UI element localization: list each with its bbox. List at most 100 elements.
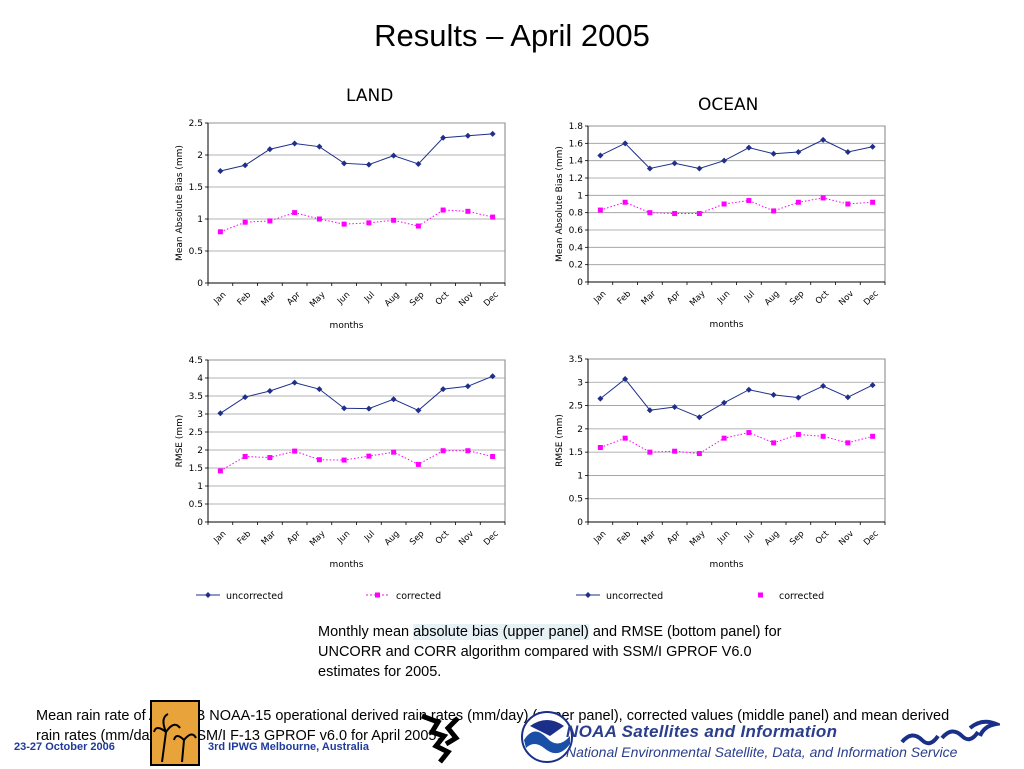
series-line-corrected xyxy=(600,432,873,455)
x-tick-label: Apr xyxy=(665,529,683,547)
x-tick-label: Nov xyxy=(837,289,856,308)
x-tick-label: Oct xyxy=(814,289,832,307)
data-point-uncorrected xyxy=(217,168,224,174)
x-tick-label: Jun xyxy=(715,289,732,306)
data-point-corrected xyxy=(242,453,248,459)
x-tick-label: May xyxy=(688,529,708,549)
data-point-uncorrected xyxy=(365,161,372,168)
data-point-corrected xyxy=(870,433,876,439)
legend-uncorrected-marker xyxy=(585,592,591,598)
data-point-corrected xyxy=(771,440,777,446)
y-tick-label: 3 xyxy=(197,410,203,420)
footer-event: 3rd IPWG Melbourne, Australia xyxy=(208,741,369,753)
data-point-uncorrected xyxy=(770,391,777,398)
data-point-corrected xyxy=(366,220,372,226)
x-tick-label: Nov xyxy=(457,529,476,548)
y-tick-label: 2.5 xyxy=(569,402,583,412)
caption-part2: and RMSE (bottom panel) for UNCORR and C… xyxy=(318,624,782,680)
data-point-uncorrected xyxy=(390,396,397,403)
x-tick-label: Apr xyxy=(665,289,683,307)
data-point-uncorrected xyxy=(795,149,802,155)
data-point-uncorrected xyxy=(464,132,471,139)
data-point-corrected xyxy=(696,211,702,217)
data-point-uncorrected xyxy=(597,395,604,402)
plot-area xyxy=(207,122,506,284)
y-tick-label: 0.4 xyxy=(569,243,584,253)
data-point-corrected xyxy=(795,431,801,437)
x-tick-label: Jan xyxy=(591,289,608,306)
y-tick-label: 1.8 xyxy=(569,122,584,132)
legend-uncorrected-label: uncorrected xyxy=(606,591,663,602)
data-point-uncorrected xyxy=(869,143,876,150)
data-point-uncorrected xyxy=(291,379,298,386)
y-tick-label: 4.5 xyxy=(189,356,203,366)
x-tick-label: Feb xyxy=(236,290,254,308)
y-tick-label: 2.5 xyxy=(189,428,203,438)
x-axis-label: months xyxy=(710,560,744,570)
y-tick-label: 1.5 xyxy=(569,448,583,458)
y-tick-label: 2 xyxy=(197,446,203,456)
data-point-corrected xyxy=(465,208,471,214)
data-point-corrected xyxy=(795,199,801,205)
data-point-uncorrected xyxy=(489,373,496,380)
x-tick-label: Feb xyxy=(616,529,634,547)
data-point-uncorrected xyxy=(770,150,777,157)
land-rmse-chart: 0 0.5 1 1.5 2 2.5 3 3.5 4 4.5 Jan Feb Mar Apr May Jun Ju… xyxy=(175,356,506,570)
legend-corrected-label: corrected xyxy=(779,591,824,602)
x-tick-label: Apr xyxy=(285,290,303,308)
y-tick-label: 0.5 xyxy=(189,247,203,257)
x-tick-label: Jan xyxy=(211,290,228,307)
data-point-corrected xyxy=(845,201,851,207)
land-bias-chart: 0 0.5 1 1.5 2 2.5 Jan Feb Mar Apr May Jun Jul Aug Sep O… xyxy=(175,119,506,331)
data-point-uncorrected xyxy=(341,160,348,167)
y-axis-label: Mean Absolute Bias (mm) xyxy=(175,145,185,261)
x-tick-label: May xyxy=(688,289,708,309)
series-line-corrected xyxy=(600,197,873,215)
x-axis-label: months xyxy=(330,321,364,331)
data-point-corrected xyxy=(217,229,223,235)
x-tick-label: Jan xyxy=(211,529,228,546)
x-tick-label: Jul xyxy=(362,290,377,305)
footer-date: 23-27 October 2006 xyxy=(14,741,115,753)
y-tick-label: 1.2 xyxy=(569,174,583,184)
data-point-uncorrected xyxy=(390,152,397,159)
y-axis-label: RMSE (mm) xyxy=(555,414,565,467)
x-tick-label: Jan xyxy=(591,529,608,546)
nesdis-title: NOAA Satellites and Information xyxy=(566,722,838,741)
y-tick-label: 0 xyxy=(577,518,583,528)
y-axis-label: RMSE (mm) xyxy=(175,415,185,468)
plot-area xyxy=(587,125,886,283)
data-point-uncorrected xyxy=(745,386,752,393)
series-line-corrected xyxy=(220,209,493,233)
data-point-corrected xyxy=(820,195,826,201)
x-tick-label: Dec xyxy=(862,289,881,308)
data-point-corrected xyxy=(771,208,777,214)
data-point-corrected xyxy=(490,214,496,220)
y-tick-label: 0.5 xyxy=(189,500,203,510)
data-point-corrected xyxy=(267,218,273,224)
data-point-uncorrected xyxy=(365,405,372,412)
data-point-corrected xyxy=(622,435,628,441)
y-tick-label: 1.6 xyxy=(569,139,584,149)
page-title: Results – April 2005 xyxy=(374,18,650,53)
data-point-corrected xyxy=(870,199,876,205)
data-point-uncorrected xyxy=(464,383,471,390)
data-point-uncorrected xyxy=(489,130,496,137)
data-point-corrected xyxy=(415,461,421,467)
x-tick-label: Oct xyxy=(434,529,452,547)
series-line-uncorrected xyxy=(600,378,873,418)
data-point-corrected xyxy=(696,451,702,457)
data-point-corrected xyxy=(391,217,397,223)
data-point-uncorrected xyxy=(266,146,273,153)
legend-corrected-marker xyxy=(758,592,763,598)
y-axis-label: Mean Absolute Bias (mm) xyxy=(555,146,565,262)
data-point-uncorrected xyxy=(217,410,224,417)
ocean-bias-chart: 0 0.2 0.4 0.6 0.8 1 1.2 1.4 1.6 1.8 Jan Feb Mar Apr Ma… xyxy=(555,122,886,330)
x-tick-label: Jul xyxy=(742,289,757,304)
conference-logo xyxy=(150,700,200,766)
data-point-uncorrected xyxy=(745,144,752,151)
y-tick-label: 0 xyxy=(577,278,583,288)
legend-corrected-label: corrected xyxy=(396,591,441,602)
data-point-uncorrected xyxy=(671,160,678,167)
palm-tree-icon xyxy=(153,713,197,763)
